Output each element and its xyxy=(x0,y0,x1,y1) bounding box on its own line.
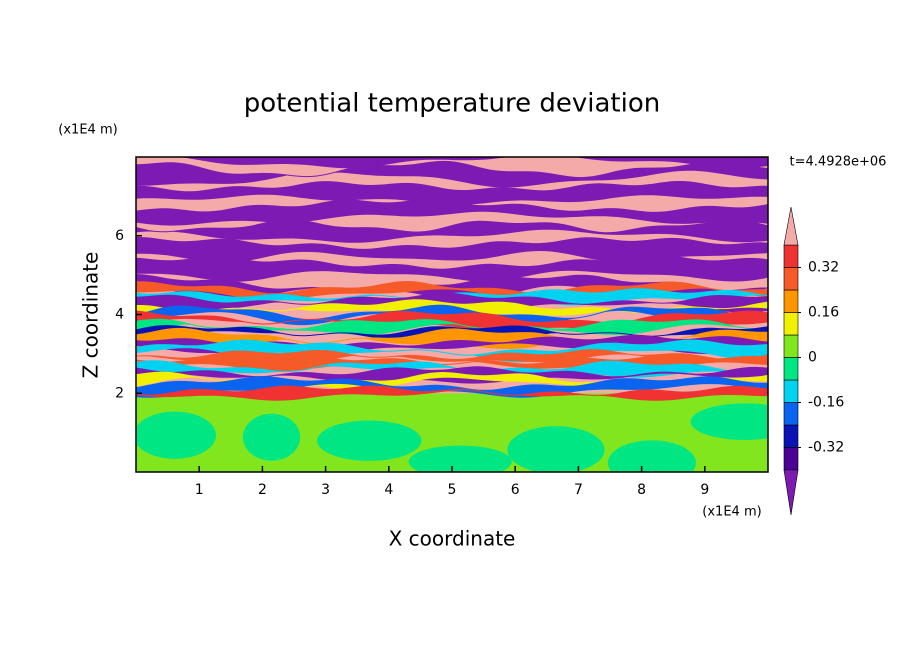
colorbar-arrow-low xyxy=(783,469,799,516)
lower-patch xyxy=(317,420,422,461)
mixed-band xyxy=(136,360,768,378)
colorbar-box xyxy=(783,334,799,358)
x-unit: (x1E4 m) xyxy=(702,505,761,520)
mixed-band xyxy=(136,327,768,350)
cold-band xyxy=(136,198,768,226)
mixed-band xyxy=(136,376,768,398)
colorbar-box xyxy=(783,424,799,448)
cold-band xyxy=(136,218,768,243)
mixed-band xyxy=(136,292,768,313)
colorbar-tick-label: 0.16 xyxy=(808,305,839,321)
cold-band xyxy=(136,181,768,206)
x-axis-label: X coordinate xyxy=(389,527,516,551)
lower-patch xyxy=(408,445,512,472)
colorbar-box xyxy=(783,312,799,336)
colorbar-box xyxy=(783,244,799,268)
x-tick-label: 2 xyxy=(258,482,267,498)
y-axis-label: Z coordinate xyxy=(79,252,103,379)
lower-patch xyxy=(690,403,768,440)
colorbar-tick-label: 0 xyxy=(808,350,817,366)
colorbar-tick-label: 0.32 xyxy=(808,260,839,276)
lower-patch xyxy=(136,411,216,459)
colorbar-box xyxy=(783,402,799,426)
x-tick-label: 1 xyxy=(195,482,204,498)
colorbar-box xyxy=(783,267,799,291)
mixed-band xyxy=(136,385,768,401)
y-unit: (x1E4 m) xyxy=(58,123,117,138)
time-label: t=4.4928e+06 xyxy=(790,155,887,170)
cold-band xyxy=(136,236,768,263)
lower-patch xyxy=(607,440,696,472)
colorbar-tick-label: -0.16 xyxy=(808,395,844,411)
x-tick-label: 8 xyxy=(637,482,646,498)
colorbar-tick-label: -0.32 xyxy=(808,440,844,456)
colorbar-arrow-high xyxy=(783,206,799,246)
cold-band xyxy=(136,256,768,282)
colorbar-box xyxy=(783,357,799,381)
colorbar-box xyxy=(783,379,799,403)
colorbar-box xyxy=(783,447,799,471)
lower-patch xyxy=(242,413,301,461)
x-tick-label: 4 xyxy=(384,482,393,498)
contour-field xyxy=(136,157,768,472)
x-tick-label: 5 xyxy=(448,482,457,498)
x-tick-label: 7 xyxy=(574,482,583,498)
colorbar-box xyxy=(783,289,799,313)
chart-title: potential temperature deviation xyxy=(244,89,660,119)
lower-patch xyxy=(507,426,605,472)
y-tick-label: 6 xyxy=(115,228,124,244)
x-tick-label: 3 xyxy=(321,482,330,498)
x-tick-label: 9 xyxy=(700,482,709,498)
mixed-band xyxy=(136,318,768,335)
cold-band xyxy=(136,160,768,188)
cold-band xyxy=(179,157,768,169)
y-tick-label: 4 xyxy=(115,307,124,323)
y-tick-label: 2 xyxy=(115,385,124,401)
x-tick-label: 6 xyxy=(511,482,520,498)
